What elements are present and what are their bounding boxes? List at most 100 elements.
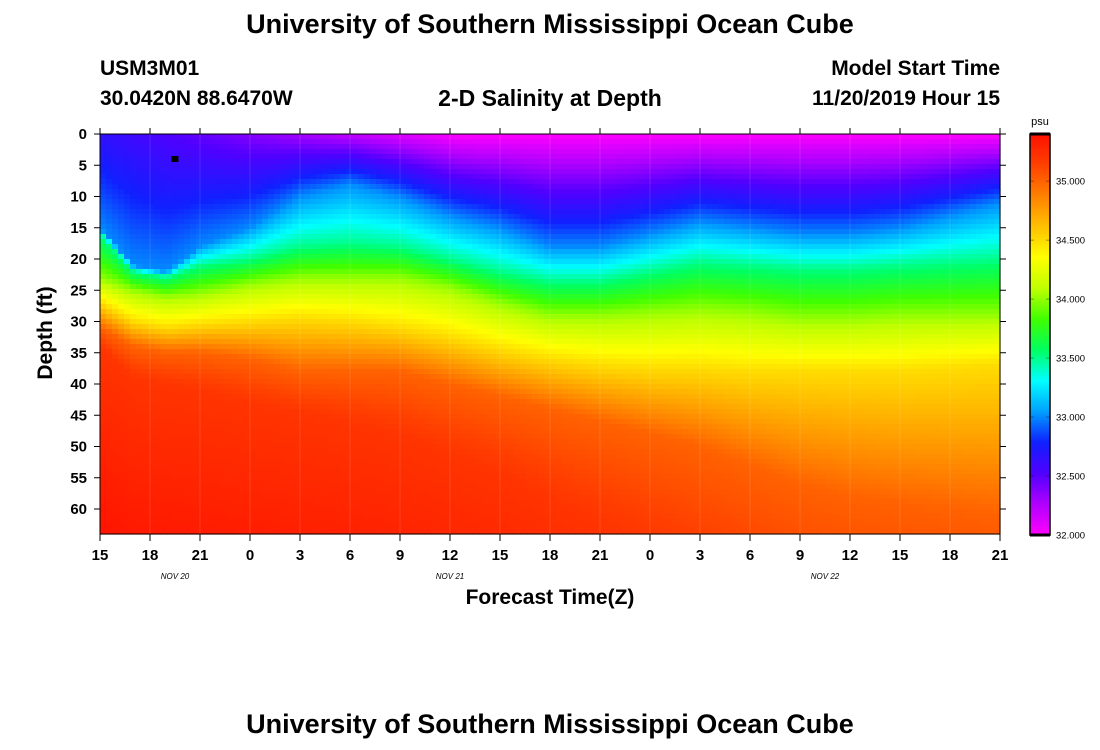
heatmap-cell xyxy=(430,309,437,315)
heatmap-cell xyxy=(268,404,275,410)
heatmap-cell xyxy=(238,304,245,310)
heatmap-cell xyxy=(220,524,227,530)
heatmap-cell xyxy=(202,334,209,340)
heatmap-cell xyxy=(148,384,155,390)
heatmap-cell xyxy=(418,449,425,455)
heatmap-cell xyxy=(370,459,377,465)
heatmap-cell xyxy=(166,134,173,140)
heatmap-cell xyxy=(364,154,371,160)
heatmap-cell xyxy=(406,194,413,200)
heatmap-cell xyxy=(274,139,281,145)
heatmap-cell xyxy=(178,184,185,190)
heatmap-cell xyxy=(184,489,191,495)
heatmap-cell xyxy=(202,349,209,355)
heatmap-cell xyxy=(370,529,377,535)
heatmap-cell xyxy=(280,469,287,475)
heatmap-cell xyxy=(208,394,215,400)
heatmap-cell xyxy=(304,504,311,510)
heatmap-cell xyxy=(274,154,281,160)
heatmap-cell xyxy=(286,139,293,145)
heatmap-cell xyxy=(298,344,305,350)
heatmap-cell xyxy=(298,339,305,345)
heatmap-cell xyxy=(136,389,143,395)
heatmap-cell xyxy=(292,319,299,325)
heatmap-cell xyxy=(340,214,347,220)
heatmap-cell xyxy=(136,499,143,505)
heatmap-cell xyxy=(244,324,251,330)
heatmap-cell xyxy=(214,299,221,305)
heatmap-cell xyxy=(106,279,113,285)
heatmap-cell xyxy=(196,384,203,390)
heatmap-cell xyxy=(190,134,197,140)
heatmap-cell xyxy=(124,429,131,435)
heatmap-cell xyxy=(364,444,371,450)
heatmap-cell xyxy=(160,294,167,300)
heatmap-cell xyxy=(364,409,371,415)
heatmap-cell xyxy=(250,319,257,325)
heatmap-cell xyxy=(328,449,335,455)
heatmap-cell xyxy=(382,159,389,165)
heatmap-cell xyxy=(232,179,239,185)
heatmap-cell xyxy=(124,179,131,185)
heatmap-cell xyxy=(148,134,155,140)
heatmap-cell xyxy=(334,504,341,510)
heatmap-cell xyxy=(394,349,401,355)
heatmap-cell xyxy=(286,299,293,305)
heatmap-cell xyxy=(274,249,281,255)
heatmap-cell xyxy=(148,194,155,200)
heatmap-cell xyxy=(370,344,377,350)
heatmap-cell xyxy=(196,434,203,440)
heatmap-cell xyxy=(250,189,257,195)
heatmap-cell xyxy=(268,399,275,405)
heatmap-cell xyxy=(220,494,227,500)
heatmap-cell xyxy=(298,524,305,530)
heatmap-cell xyxy=(100,354,107,360)
heatmap-cell xyxy=(448,514,455,520)
heatmap-cell xyxy=(448,134,455,140)
heatmap-cell xyxy=(286,209,293,215)
heatmap-cell xyxy=(364,429,371,435)
heatmap-cell xyxy=(442,374,449,380)
heatmap-cell xyxy=(382,249,389,255)
heatmap-cell xyxy=(208,499,215,505)
heatmap-cell xyxy=(382,269,389,275)
heatmap-cell xyxy=(466,524,473,530)
heatmap-cell xyxy=(352,504,359,510)
heatmap-cell xyxy=(250,179,257,185)
heatmap-cell xyxy=(334,369,341,375)
heatmap-cell xyxy=(256,194,263,200)
heatmap-cell xyxy=(394,194,401,200)
heatmap-cell xyxy=(202,259,209,265)
heatmap-cell xyxy=(454,249,461,255)
heatmap-cell xyxy=(454,394,461,400)
heatmap-cell xyxy=(112,444,119,450)
heatmap-cell xyxy=(376,179,383,185)
heatmap-cell xyxy=(460,374,467,380)
heatmap-cell xyxy=(424,314,431,320)
heatmap-cell xyxy=(364,239,371,245)
heatmap-cell xyxy=(268,489,275,495)
heatmap-cell xyxy=(364,219,371,225)
heatmap-cell xyxy=(244,354,251,360)
heatmap-cell xyxy=(406,304,413,310)
heatmap-cell xyxy=(250,289,257,295)
heatmap-cell xyxy=(352,459,359,465)
heatmap-cell xyxy=(214,469,221,475)
heatmap-cell xyxy=(406,444,413,450)
heatmap-cell xyxy=(400,459,407,465)
heatmap-cell xyxy=(106,424,113,430)
heatmap-cell xyxy=(202,434,209,440)
heatmap-cell xyxy=(280,149,287,155)
heatmap-cell xyxy=(400,259,407,265)
heatmap-cell xyxy=(298,489,305,495)
heatmap-cell xyxy=(310,254,317,260)
heatmap-cell xyxy=(466,499,473,505)
heatmap-cell xyxy=(430,384,437,390)
heatmap-cell xyxy=(202,279,209,285)
heatmap-cell xyxy=(166,149,173,155)
heatmap-cell xyxy=(136,444,143,450)
heatmap-cell xyxy=(394,144,401,150)
heatmap-cell xyxy=(310,249,317,255)
heatmap-cell xyxy=(160,469,167,475)
heatmap-cell xyxy=(214,279,221,285)
